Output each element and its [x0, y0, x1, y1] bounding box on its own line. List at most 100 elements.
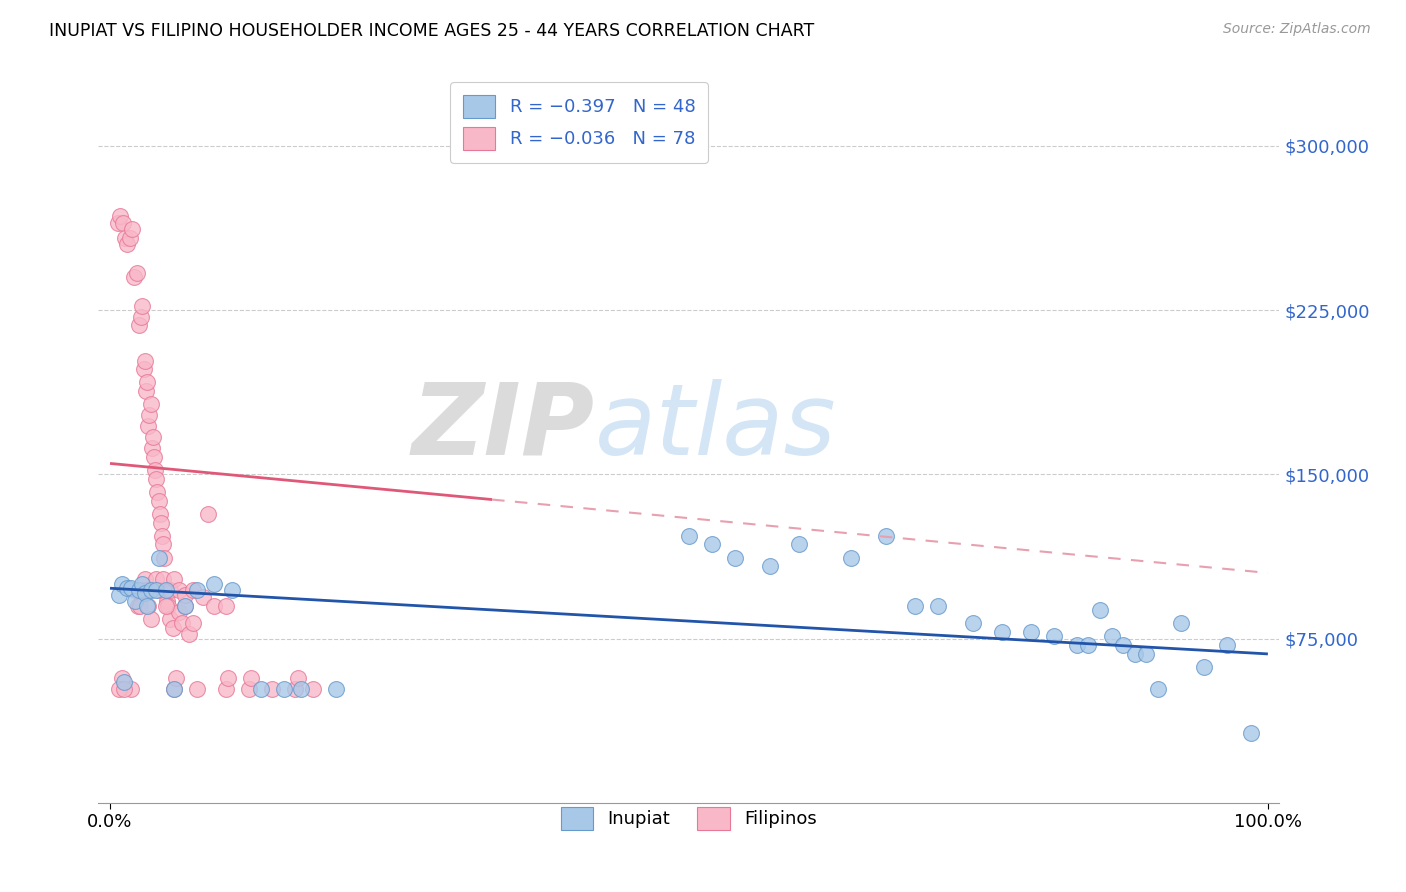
- Point: [284, 681, 307, 696]
- Point: [136, 599, 159, 613]
- Point: [117, 581, 139, 595]
- Point: [142, 430, 165, 444]
- Point: [134, 353, 156, 368]
- Point: [990, 625, 1012, 640]
- Point: [240, 671, 263, 685]
- Point: [124, 594, 146, 608]
- Point: [152, 573, 174, 587]
- Point: [148, 550, 170, 565]
- Point: [1135, 647, 1157, 661]
- Point: [121, 222, 143, 236]
- Text: INUPIAT VS FILIPINO HOUSEHOLDER INCOME AGES 25 - 44 YEARS CORRELATION CHART: INUPIAT VS FILIPINO HOUSEHOLDER INCOME A…: [49, 22, 814, 40]
- Point: [217, 671, 239, 685]
- Point: [191, 590, 214, 604]
- Point: [1066, 638, 1088, 652]
- Point: [129, 599, 152, 613]
- Point: [287, 671, 309, 685]
- Point: [129, 310, 152, 324]
- Point: [875, 529, 897, 543]
- Point: [700, 537, 723, 551]
- Point: [136, 419, 159, 434]
- Point: [162, 621, 184, 635]
- Point: [139, 612, 162, 626]
- Point: [1239, 725, 1261, 739]
- Point: [1170, 616, 1192, 631]
- Point: [120, 581, 142, 595]
- Point: [134, 573, 156, 587]
- Point: [170, 616, 193, 631]
- Point: [125, 266, 148, 280]
- Point: [197, 507, 219, 521]
- Point: [134, 585, 156, 599]
- Point: [149, 516, 172, 530]
- Point: [148, 583, 170, 598]
- Point: [155, 599, 177, 613]
- Point: [108, 588, 131, 602]
- Point: [128, 318, 150, 333]
- Point: [139, 583, 162, 598]
- Point: [118, 231, 141, 245]
- Point: [145, 583, 167, 598]
- Point: [215, 599, 238, 613]
- Point: [135, 384, 157, 399]
- Point: [759, 559, 782, 574]
- Point: [159, 583, 181, 598]
- Point: [150, 529, 173, 543]
- Point: [127, 599, 149, 613]
- Point: [165, 671, 187, 685]
- Point: [1042, 629, 1064, 643]
- Point: [111, 216, 134, 230]
- Point: [163, 681, 186, 696]
- Point: [145, 573, 167, 587]
- Point: [1192, 660, 1215, 674]
- Point: [238, 681, 260, 696]
- Point: [927, 599, 949, 613]
- Point: [131, 577, 153, 591]
- Point: [1147, 681, 1170, 696]
- Point: [146, 484, 169, 499]
- Point: [156, 594, 179, 608]
- Point: [301, 681, 323, 696]
- Point: [156, 599, 179, 613]
- Point: [120, 681, 142, 696]
- Point: [174, 599, 197, 613]
- Legend: Inupiat, Filipinos: Inupiat, Filipinos: [554, 799, 824, 837]
- Point: [143, 463, 166, 477]
- Point: [138, 409, 160, 423]
- Point: [1216, 638, 1239, 652]
- Point: [169, 605, 191, 619]
- Point: [124, 270, 146, 285]
- Point: [183, 583, 205, 598]
- Point: [290, 681, 312, 696]
- Point: [169, 583, 191, 598]
- Point: [128, 583, 150, 598]
- Point: [202, 577, 225, 591]
- Point: [186, 583, 208, 598]
- Point: [136, 599, 159, 613]
- Point: [152, 537, 174, 551]
- Point: [117, 237, 139, 252]
- Point: [1077, 638, 1099, 652]
- Point: [131, 299, 153, 313]
- Text: Source: ZipAtlas.com: Source: ZipAtlas.com: [1223, 22, 1371, 37]
- Point: [1101, 629, 1123, 643]
- Point: [110, 209, 132, 223]
- Point: [904, 599, 927, 613]
- Point: [143, 450, 166, 464]
- Point: [273, 681, 295, 696]
- Point: [145, 472, 167, 486]
- Point: [107, 216, 129, 230]
- Point: [139, 397, 162, 411]
- Point: [215, 681, 238, 696]
- Point: [114, 231, 136, 245]
- Point: [249, 681, 271, 696]
- Point: [155, 583, 177, 598]
- Point: [1088, 603, 1111, 617]
- Point: [112, 675, 135, 690]
- Point: [1112, 638, 1135, 652]
- Point: [163, 573, 186, 587]
- Point: [183, 616, 205, 631]
- Point: [131, 583, 153, 598]
- Point: [678, 529, 700, 543]
- Point: [108, 681, 131, 696]
